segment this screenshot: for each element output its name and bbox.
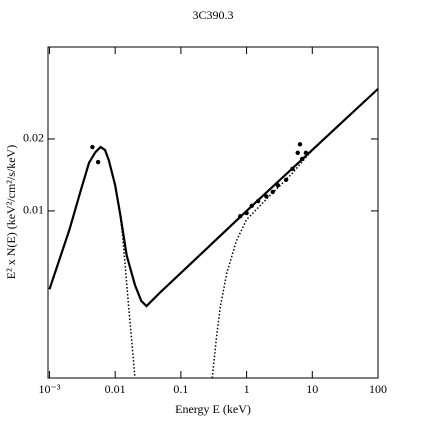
y-tick-label: 0.01 bbox=[23, 203, 44, 217]
y-tick-label: 0.02 bbox=[23, 131, 44, 145]
data-point bbox=[270, 189, 275, 195]
x-tick-label: 10⁻³ bbox=[38, 382, 60, 396]
series-line bbox=[48, 88, 379, 308]
x-tick-label: 100 bbox=[369, 382, 387, 396]
data-point bbox=[244, 210, 249, 216]
data-point bbox=[249, 203, 254, 209]
x-axis-label: Energy E (keV) bbox=[175, 402, 251, 416]
chart-title: 3C390.3 bbox=[192, 8, 233, 22]
data-point bbox=[264, 194, 269, 199]
data-point bbox=[297, 142, 303, 147]
data-point bbox=[90, 144, 95, 150]
data-point bbox=[295, 150, 300, 156]
data-point bbox=[283, 177, 289, 182]
plot-frame bbox=[47, 46, 379, 379]
data-point bbox=[290, 166, 295, 172]
series-line bbox=[211, 149, 313, 379]
data-point bbox=[299, 156, 305, 162]
series-line bbox=[119, 217, 136, 379]
x-tick-label: 1 bbox=[244, 382, 250, 396]
data-point bbox=[303, 150, 309, 156]
data-point bbox=[255, 198, 261, 204]
x-tick-label: 0.1 bbox=[173, 382, 188, 396]
data-point bbox=[238, 214, 243, 219]
x-tick-label: 10 bbox=[306, 382, 318, 396]
y-axis-label: E² x N(E) (keV²/cm²/s/keV) bbox=[4, 145, 18, 279]
data-point bbox=[275, 183, 281, 188]
data-point bbox=[95, 159, 101, 165]
x-tick-label: 0.01 bbox=[105, 382, 126, 396]
